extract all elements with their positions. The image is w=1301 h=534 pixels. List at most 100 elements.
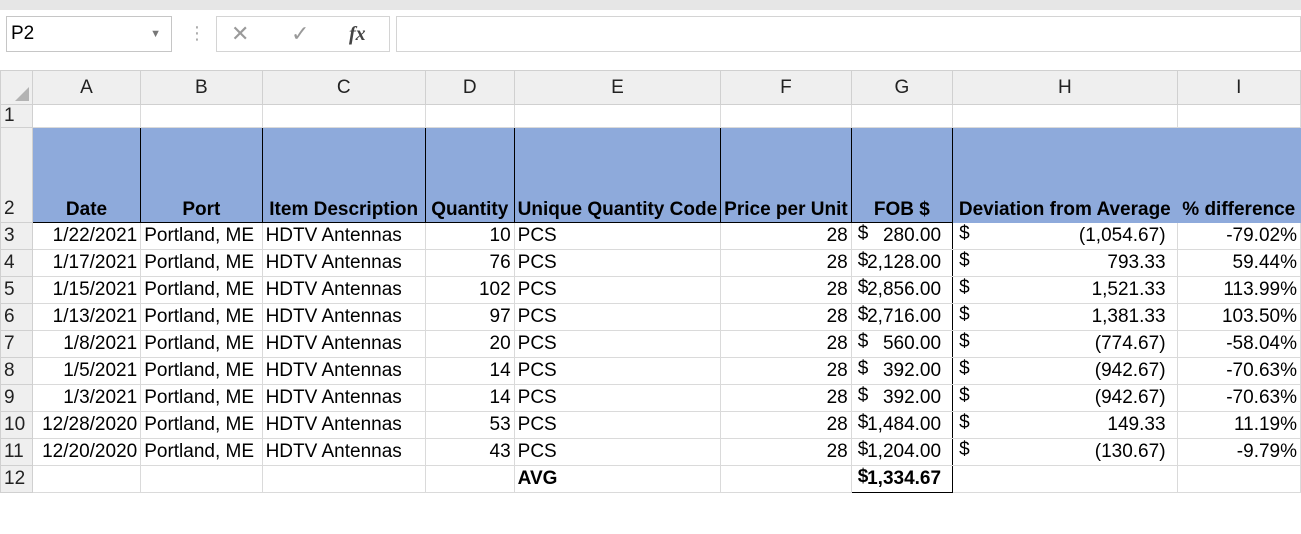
date-cell[interactable]: 12/20/2020 xyxy=(31,438,142,466)
date-cell[interactable]: 1/22/2021 xyxy=(31,222,142,250)
item-cell[interactable]: HDTV Antennas xyxy=(261,249,426,277)
quantity-cell[interactable]: 14 xyxy=(424,384,515,412)
column-header[interactable]: H xyxy=(952,70,1178,105)
fob-cell[interactable]: $280.00 xyxy=(850,222,954,250)
port-cell[interactable]: Portland, ME xyxy=(140,249,263,277)
name-box[interactable]: P2 ▼ xyxy=(6,16,172,52)
quantity-cell[interactable]: 76 xyxy=(424,249,515,277)
row-header[interactable]: 7 xyxy=(0,330,33,358)
item-cell[interactable]: HDTV Antennas xyxy=(261,222,426,250)
uqc-cell[interactable]: PCS xyxy=(513,222,722,250)
port-cell[interactable]: Portland, ME xyxy=(140,357,263,385)
price-cell[interactable]: 28 xyxy=(720,303,852,331)
date-cell[interactable]: 1/17/2021 xyxy=(31,249,142,277)
deviation-cell[interactable]: $1,381.33 xyxy=(952,303,1178,331)
date-cell[interactable]: 1/13/2021 xyxy=(31,303,142,331)
cell[interactable] xyxy=(31,104,142,128)
deviation-cell[interactable]: $793.33 xyxy=(952,249,1178,277)
date-cell[interactable]: 1/3/2021 xyxy=(31,384,142,412)
chevron-down-icon[interactable]: ▼ xyxy=(150,28,161,40)
deviation-cell[interactable]: $1,521.33 xyxy=(952,276,1178,304)
header-unique-quantity-code[interactable]: Unique Quantity Code xyxy=(513,127,722,223)
date-cell[interactable]: 12/28/2020 xyxy=(31,411,142,439)
port-cell[interactable]: Portland, ME xyxy=(140,303,263,331)
port-cell[interactable]: Portland, ME xyxy=(140,276,263,304)
uqc-cell[interactable]: PCS xyxy=(513,438,722,466)
cell[interactable] xyxy=(720,104,852,128)
cell[interactable] xyxy=(261,465,426,493)
cell[interactable] xyxy=(850,104,954,128)
price-cell[interactable]: 28 xyxy=(720,330,852,358)
column-header[interactable]: I xyxy=(1176,70,1301,105)
fob-cell[interactable]: $560.00 xyxy=(850,330,954,358)
pct-cell[interactable]: -9.79% xyxy=(1176,438,1301,466)
pct-cell[interactable]: -70.63% xyxy=(1176,357,1301,385)
deviation-cell[interactable]: $ (774.67) xyxy=(952,330,1178,358)
column-header[interactable]: F xyxy=(720,70,852,105)
date-cell[interactable]: 1/15/2021 xyxy=(31,276,142,304)
fob-cell[interactable]: $392.00 xyxy=(850,384,954,412)
fob-cell[interactable]: $1,484.00 xyxy=(850,411,954,439)
cell[interactable] xyxy=(424,465,515,493)
date-cell[interactable]: 1/5/2021 xyxy=(31,357,142,385)
item-cell[interactable]: HDTV Antennas xyxy=(261,411,426,439)
item-cell[interactable]: HDTV Antennas xyxy=(261,357,426,385)
price-cell[interactable]: 28 xyxy=(720,222,852,250)
item-cell[interactable]: HDTV Antennas xyxy=(261,438,426,466)
row-header[interactable]: 10 xyxy=(0,411,33,439)
cell[interactable] xyxy=(1176,104,1301,128)
price-cell[interactable]: 28 xyxy=(720,276,852,304)
price-cell[interactable]: 28 xyxy=(720,438,852,466)
pct-cell[interactable]: 103.50% xyxy=(1176,303,1301,331)
uqc-cell[interactable]: PCS xyxy=(513,249,722,277)
row-header[interactable]: 9 xyxy=(0,384,33,412)
deviation-cell[interactable]: $149.33 xyxy=(952,411,1178,439)
cancel-icon[interactable]: ✕ xyxy=(231,21,250,46)
fob-cell[interactable]: $1,204.00 xyxy=(850,438,954,466)
deviation-cell[interactable]: $ (942.67) xyxy=(952,357,1178,385)
uqc-cell[interactable]: PCS xyxy=(513,384,722,412)
pct-cell[interactable]: 59.44% xyxy=(1176,249,1301,277)
header-price-per-unit[interactable]: Price per Unit xyxy=(720,127,852,223)
pct-cell[interactable]: -70.63% xyxy=(1176,384,1301,412)
uqc-cell[interactable]: PCS xyxy=(513,303,722,331)
uqc-cell[interactable]: PCS xyxy=(513,330,722,358)
header-item-description[interactable]: Item Description xyxy=(261,127,426,223)
cell[interactable] xyxy=(1176,465,1301,493)
avg-value-cell[interactable]: $ 1,334.67 xyxy=(850,465,954,493)
column-header[interactable]: A xyxy=(31,70,142,105)
quantity-cell[interactable]: 10 xyxy=(424,222,515,250)
header-fob[interactable]: FOB $ xyxy=(850,127,954,223)
avg-label-cell[interactable]: AVG xyxy=(513,465,722,493)
price-cell[interactable]: 28 xyxy=(720,384,852,412)
price-cell[interactable]: 28 xyxy=(720,249,852,277)
price-cell[interactable]: 28 xyxy=(720,357,852,385)
uqc-cell[interactable]: PCS xyxy=(513,411,722,439)
item-cell[interactable]: HDTV Antennas xyxy=(261,276,426,304)
pct-cell[interactable]: 11.19% xyxy=(1176,411,1301,439)
insert-function-icon[interactable]: fx xyxy=(349,23,366,45)
row-header[interactable]: 1 xyxy=(0,104,33,128)
column-header[interactable]: B xyxy=(140,70,263,105)
row-header[interactable]: 4 xyxy=(0,249,33,277)
uqc-cell[interactable]: PCS xyxy=(513,276,722,304)
quantity-cell[interactable]: 43 xyxy=(424,438,515,466)
header-deviation[interactable]: Deviation from Average xyxy=(952,127,1178,223)
deviation-cell[interactable]: $ (942.67) xyxy=(952,384,1178,412)
quantity-cell[interactable]: 14 xyxy=(424,357,515,385)
uqc-cell[interactable]: PCS xyxy=(513,357,722,385)
enter-icon[interactable]: ✓ xyxy=(291,21,310,46)
row-header[interactable]: 5 xyxy=(0,276,33,304)
pct-cell[interactable]: 113.99% xyxy=(1176,276,1301,304)
row-header[interactable]: 12 xyxy=(0,465,33,493)
cell[interactable] xyxy=(952,104,1178,128)
pct-cell[interactable]: -79.02% xyxy=(1176,222,1301,250)
cell[interactable] xyxy=(140,104,263,128)
quantity-cell[interactable]: 97 xyxy=(424,303,515,331)
cell[interactable] xyxy=(424,104,515,128)
header-pct-difference[interactable]: % difference xyxy=(1176,127,1301,223)
cell[interactable] xyxy=(720,465,852,493)
deviation-cell[interactable]: $ (130.67) xyxy=(952,438,1178,466)
item-cell[interactable]: HDTV Antennas xyxy=(261,384,426,412)
quantity-cell[interactable]: 53 xyxy=(424,411,515,439)
